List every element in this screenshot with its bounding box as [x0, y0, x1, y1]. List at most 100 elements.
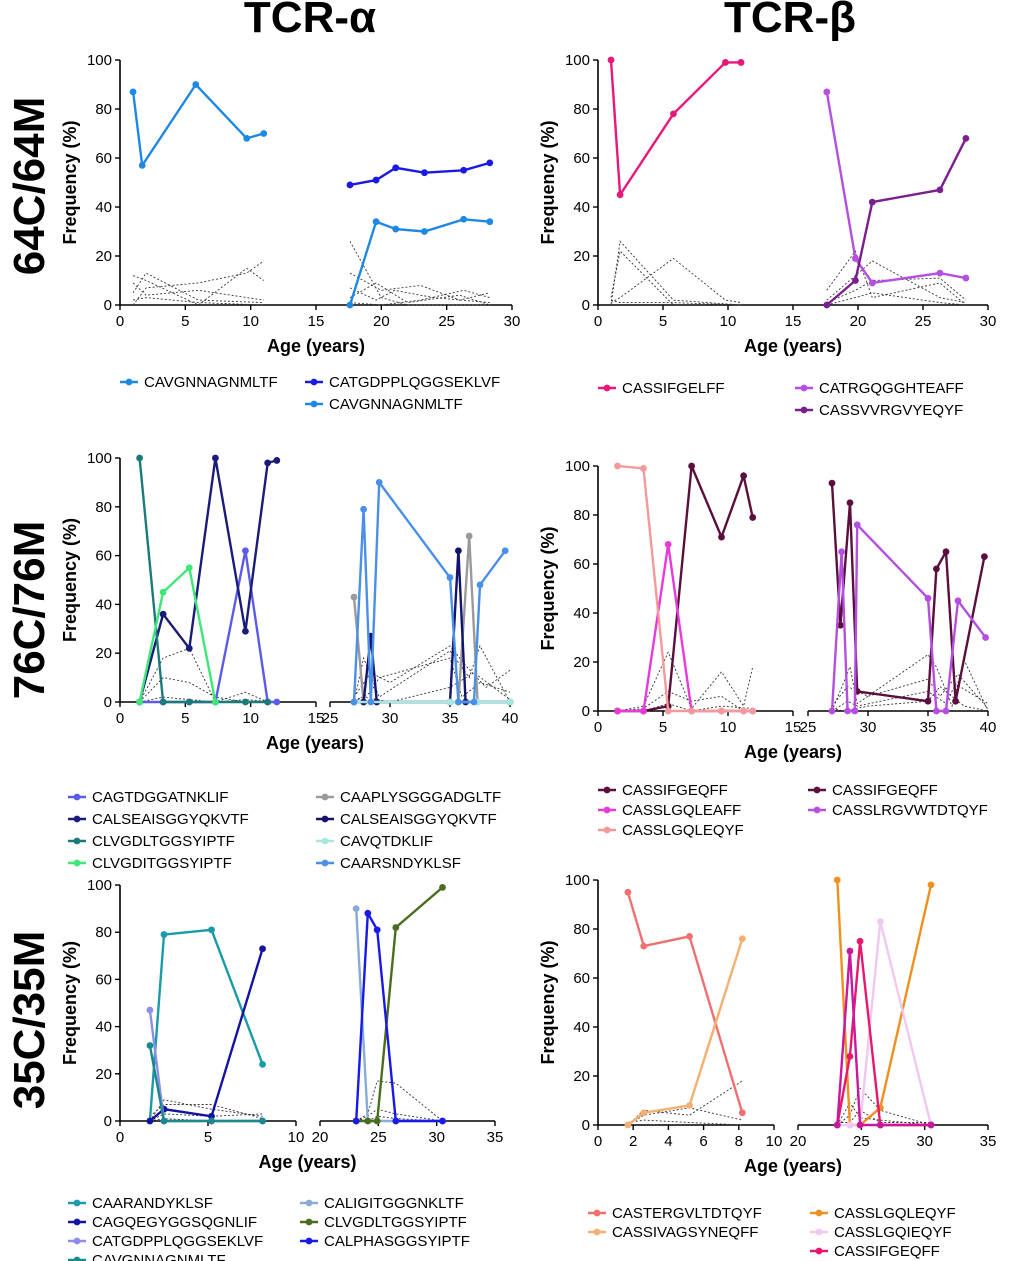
- data-point: [243, 135, 251, 142]
- data-point: [962, 274, 970, 282]
- data-point: [740, 707, 747, 715]
- data-point: [876, 918, 884, 926]
- y-tick-label: 60: [95, 150, 112, 167]
- legend-label: CAVGNNAGNMLTF: [92, 1252, 226, 1261]
- legend-label: CAAPLYSGGGADGLTF: [340, 789, 501, 806]
- data-point: [208, 1117, 215, 1125]
- x-tick-label: 15: [785, 313, 802, 330]
- background-clonotype-line: [353, 644, 511, 703]
- y-tick-label: 100: [565, 458, 590, 475]
- data-point: [392, 164, 400, 172]
- data-point: [856, 1121, 864, 1129]
- data-point: [439, 883, 446, 891]
- data-point: [208, 926, 215, 934]
- y-axis-title: Frequency (%): [538, 940, 558, 1064]
- x-tick-label: 20: [850, 313, 867, 330]
- x-tick-label: 30: [980, 313, 997, 330]
- series-line: [617, 544, 753, 713]
- x-tick-label: 5: [659, 313, 667, 330]
- y-tick-label: 100: [87, 450, 112, 467]
- data-point: [853, 521, 861, 529]
- legend-swatch-marker: [603, 806, 611, 814]
- background-clonotype-line: [132, 272, 264, 304]
- data-point: [506, 698, 514, 706]
- panel-64-alpha: 0 20 40 60 80 100 Frequency (%) 0 5 10 15 20 25 30 Age…: [60, 52, 520, 413]
- series-line: [352, 478, 507, 704]
- data-point: [670, 110, 677, 118]
- data-point: [927, 1121, 935, 1129]
- x-tick-label: 5: [204, 1129, 212, 1146]
- y-tick-label: 60: [95, 548, 112, 565]
- x-tick-label: 0: [116, 1129, 124, 1146]
- data-point: [352, 905, 360, 912]
- legend-swatch-marker: [305, 1237, 313, 1245]
- legend-label: CAVGNNAGNMLTF: [329, 396, 463, 413]
- data-point: [259, 1117, 266, 1125]
- x-tick-label: 10: [242, 710, 259, 727]
- legend-label: CALSEAISGGYQKVTF: [92, 811, 249, 828]
- legend-swatch-marker: [73, 815, 81, 823]
- data-point: [159, 698, 167, 706]
- series-line: [825, 91, 967, 285]
- data-point: [446, 698, 454, 706]
- x-tick-label: 15: [308, 710, 325, 727]
- data-point: [242, 547, 249, 555]
- data-point: [640, 707, 647, 715]
- background-clonotype-line: [610, 299, 742, 306]
- data-point: [160, 1117, 168, 1125]
- legend-label: CALSEAISGGYQKVTF: [340, 811, 497, 828]
- series-line: [355, 908, 443, 1123]
- x-tick-label: 6: [699, 1133, 707, 1150]
- data-point: [837, 621, 844, 629]
- x-tick-label: 20: [790, 1133, 807, 1150]
- legend-label: CAARSNDYKLSF: [340, 855, 461, 872]
- series-line: [349, 161, 491, 187]
- data-point: [159, 588, 167, 596]
- x-axis-title: Age (years): [266, 733, 364, 753]
- background-clonotype-line: [349, 282, 490, 306]
- data-point: [455, 698, 462, 706]
- data-point: [455, 547, 462, 555]
- data-point: [924, 697, 932, 705]
- y-tick-label: 80: [573, 507, 590, 524]
- data-point: [501, 547, 509, 555]
- legend-label: CASTERGVLTDTQYF: [612, 1205, 762, 1222]
- x-tick-label: 0: [594, 313, 602, 330]
- data-point: [738, 935, 746, 943]
- y-tick-label: 40: [95, 199, 112, 216]
- legend-swatch-marker: [310, 400, 318, 408]
- data-point: [823, 301, 831, 309]
- legend-label: CALIGITGGGNKLTF: [324, 1195, 464, 1212]
- y-tick-label: 80: [95, 499, 112, 516]
- data-point: [346, 181, 354, 189]
- data-point: [192, 81, 200, 88]
- x-tick-label: 30: [428, 1129, 445, 1146]
- y-tick-label: 20: [95, 248, 112, 265]
- data-point: [616, 191, 624, 199]
- data-point: [640, 942, 648, 950]
- x-tick-label: 25: [853, 1133, 870, 1150]
- y-axis-title: Frequency (%): [538, 120, 558, 244]
- data-point: [350, 698, 358, 706]
- data-point: [924, 594, 932, 602]
- legend-swatch-marker: [73, 837, 81, 845]
- x-tick-label: 5: [181, 710, 189, 727]
- data-point: [470, 698, 478, 706]
- y-tick-label: 40: [95, 596, 112, 613]
- data-point: [942, 548, 950, 556]
- legend-label: CASSLGQLEQYF: [834, 1205, 956, 1222]
- y-tick-label: 20: [95, 645, 112, 662]
- legend-label: CAGQEGYGGSQGNLIF: [92, 1214, 257, 1231]
- legend-swatch-marker: [321, 859, 329, 867]
- legend-swatch-marker: [593, 1228, 601, 1236]
- data-point: [259, 1060, 266, 1068]
- y-tick-label: 60: [95, 971, 112, 988]
- x-axis-title: Age (years): [744, 1156, 842, 1176]
- y-axis-title: Frequency (%): [60, 518, 80, 642]
- legend-label: CAARANDYKLSF: [92, 1195, 213, 1212]
- data-point: [486, 159, 494, 167]
- y-tick-label: 40: [95, 1019, 112, 1036]
- header-tcr-alpha: TCR-α: [244, 0, 376, 42]
